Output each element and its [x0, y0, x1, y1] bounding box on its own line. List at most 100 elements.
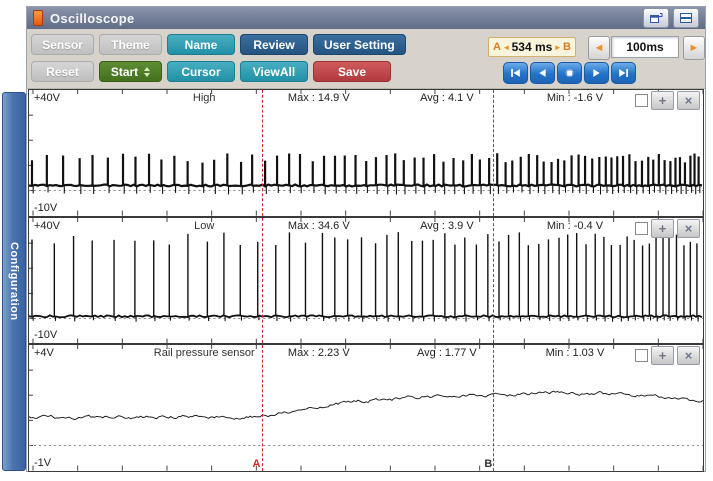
scope-display: +40V High Max : 14.9 V Avg : 4.1 V Min :…	[28, 89, 704, 472]
y-axis-bottom-label: -1V	[34, 457, 52, 470]
channel-zoom-button[interactable]: +	[651, 218, 674, 238]
skip-start-icon	[511, 69, 520, 77]
stat-max: Max : 2.23 V	[287, 347, 350, 360]
cursor-b-line[interactable]	[493, 90, 495, 216]
channel-controls: + ×	[635, 346, 700, 366]
close-icon: ×	[684, 348, 693, 364]
button-label: Cursor	[181, 64, 221, 79]
timebase-increase-button[interactable]: ►	[683, 36, 705, 60]
window-maximize-icon	[680, 13, 692, 23]
step-forward-button[interactable]	[584, 62, 609, 84]
channel-close-button[interactable]: ×	[677, 91, 700, 110]
button-label: Start	[110, 64, 139, 79]
cursor-b-line[interactable]	[493, 217, 495, 344]
y-axis-top-label: +40V	[34, 92, 60, 104]
skip-start-button[interactable]	[503, 62, 528, 84]
close-icon: ×	[684, 93, 693, 108]
close-icon: ×	[684, 220, 693, 236]
cursor-delta-value: 534 ms	[511, 40, 553, 54]
button-label: Save	[337, 64, 367, 79]
scope-channel-1: +40V High Max : 14.9 V Avg : 4.1 V Min :…	[29, 90, 703, 216]
configuration-panel-tab[interactable]: Configuration	[2, 92, 26, 471]
cursor-a-arrow-icon[interactable]: ◄	[502, 42, 511, 52]
toolbar-button-review[interactable]: Review	[240, 34, 308, 55]
stat-max: Max : 14.9 V	[287, 92, 350, 104]
channel-checkbox[interactable]	[635, 221, 648, 235]
waveform-plot	[29, 217, 703, 344]
toolbar: Sensor Theme Name Review User Setting Reset S…	[27, 29, 705, 89]
channel-header: +40V Low Max : 34.6 V Avg : 3.9 V Min : …	[29, 218, 703, 238]
button-label: Theme	[111, 37, 150, 52]
stop-icon	[565, 68, 574, 78]
stat-avg: Avg : 4.1 V	[420, 92, 474, 104]
toolbar-button-theme[interactable]: Theme	[99, 34, 162, 55]
spinner-arrows-icon	[144, 66, 151, 77]
stat-max: Max : 34.6 V	[287, 219, 350, 232]
toolbar-button-cursor[interactable]: Cursor	[167, 61, 235, 82]
timebase-decrease-button[interactable]: ◄	[588, 36, 610, 60]
channel-name: Low	[194, 219, 215, 232]
window-title: Oscilloscope	[50, 10, 135, 26]
waveform-plot	[29, 90, 703, 216]
cursor-b-line[interactable]	[493, 345, 495, 472]
button-label: Sensor	[42, 37, 83, 52]
channel-controls: + ×	[635, 218, 700, 238]
app-icon	[33, 10, 43, 26]
channel-checkbox[interactable]	[635, 349, 648, 363]
cursor-b-label: B	[484, 458, 493, 471]
toolbar-button-save[interactable]: Save	[313, 61, 391, 82]
button-label: User Setting	[324, 37, 395, 52]
toolbar-button-reset[interactable]: Reset	[31, 61, 94, 82]
cursor-b-badge: B	[563, 41, 571, 53]
channel-controls: + ×	[635, 91, 700, 110]
stat-min: Min : 1.03 V	[545, 347, 605, 360]
y-axis-top-label: +40V	[34, 219, 60, 232]
window-maximize-button[interactable]	[673, 8, 699, 28]
channel-name: Rail pressure sensor	[153, 347, 255, 360]
configuration-label: Configuration	[8, 242, 20, 321]
window-controls	[643, 8, 699, 28]
skip-end-icon	[619, 69, 628, 77]
stat-min: Min : -0.4 V	[546, 219, 604, 232]
y-axis-bottom-label: -10V	[34, 201, 58, 214]
app-window: Oscilloscope Sensor Theme	[26, 6, 706, 472]
stat-min: Min : -1.6 V	[546, 92, 604, 104]
channel-close-button[interactable]: ×	[677, 346, 700, 366]
channel-checkbox[interactable]	[635, 94, 648, 107]
toolbar-button-sensor[interactable]: Sensor	[31, 34, 94, 55]
cursor-a-line[interactable]	[261, 345, 263, 472]
timebase-value[interactable]: 100ms	[611, 36, 679, 58]
y-axis-bottom-label: -10V	[34, 329, 58, 342]
skip-end-button[interactable]	[611, 62, 636, 84]
channel-zoom-button[interactable]: +	[651, 346, 674, 366]
window-restore-icon	[650, 13, 663, 23]
stop-button[interactable]	[557, 62, 582, 84]
channel-close-button[interactable]: ×	[677, 218, 700, 238]
toolbar-button-user-setting[interactable]: User Setting	[313, 34, 406, 55]
toolbar-button-start[interactable]: Start	[99, 61, 162, 82]
cursor-a-line[interactable]	[261, 217, 263, 344]
right-arrow-icon: ►	[688, 42, 700, 54]
title-bar: Oscilloscope	[27, 7, 705, 29]
plus-icon: +	[658, 348, 667, 364]
scope-channel-2: +40V Low Max : 34.6 V Avg : 3.9 V Min : …	[29, 215, 703, 344]
cursor-b-arrow-icon[interactable]: ►	[553, 42, 562, 52]
button-label: Review	[253, 37, 295, 52]
cursor-readout: A ◄ 534 ms ► B	[488, 37, 576, 57]
cursor-a-badge: A	[493, 41, 501, 53]
button-label: Reset	[46, 64, 79, 79]
stat-avg: Avg : 3.9 V	[420, 219, 474, 232]
scope-channel-3: +4V Rail pressure sensor Max : 2.23 V Av…	[29, 343, 703, 472]
step-back-button[interactable]	[530, 62, 555, 84]
waveform-plot	[29, 345, 703, 472]
y-axis-top-label: +4V	[34, 347, 54, 360]
toolbar-row-1: Sensor Theme Name Review User Setting	[31, 34, 406, 55]
window-restore-button[interactable]	[643, 8, 669, 28]
channel-zoom-button[interactable]: +	[651, 91, 674, 110]
toolbar-row-2: Reset Start Cursor ViewAll Save	[31, 61, 391, 82]
plus-icon: +	[658, 220, 667, 236]
toolbar-button-name[interactable]: Name	[167, 34, 235, 55]
cursor-a-line[interactable]	[261, 90, 263, 216]
toolbar-button-viewall[interactable]: ViewAll	[240, 61, 308, 82]
